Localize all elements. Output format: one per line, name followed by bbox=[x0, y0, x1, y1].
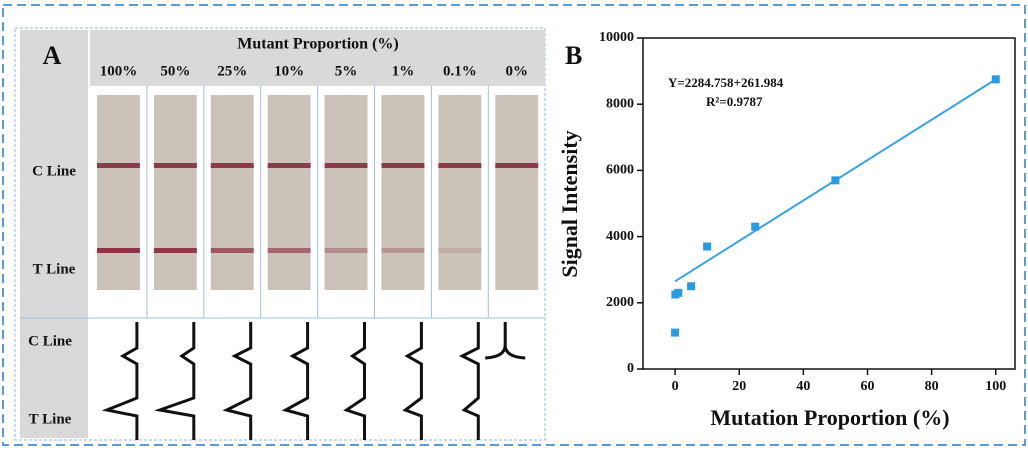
point bbox=[687, 282, 695, 290]
column-label: 0.1% bbox=[443, 63, 477, 79]
strip bbox=[97, 95, 140, 290]
y-tick-label: 6000 bbox=[606, 163, 634, 178]
peak-trace bbox=[286, 322, 308, 440]
x-tick-label: 0 bbox=[672, 379, 679, 394]
x-axis-label: Mutation Proportion (%) bbox=[710, 405, 949, 430]
column-label: 100% bbox=[100, 63, 138, 79]
x-tick-label: 20 bbox=[732, 379, 746, 394]
strip bbox=[495, 95, 538, 290]
y-tick-label: 2000 bbox=[606, 295, 634, 310]
peak-trace bbox=[347, 322, 365, 440]
row-label: T Line bbox=[33, 261, 76, 277]
column-label: 1% bbox=[392, 63, 415, 79]
y-axis-label: Signal Intensity bbox=[557, 130, 582, 277]
strip bbox=[268, 95, 311, 290]
column-label: 50% bbox=[160, 63, 190, 79]
column-label: 25% bbox=[217, 63, 247, 79]
t-band bbox=[438, 248, 481, 253]
figure: A Mutant Proportion (%) C Line T Line C … bbox=[0, 0, 1028, 450]
x-tick-label: 40 bbox=[796, 379, 810, 394]
row-header-bg bbox=[20, 30, 88, 438]
t-band bbox=[268, 248, 311, 253]
peak-trace bbox=[107, 322, 137, 440]
x-tick-label: 100 bbox=[985, 379, 1006, 394]
strip bbox=[382, 95, 425, 290]
c-band bbox=[211, 163, 254, 168]
page: A Mutant Proportion (%) C Line T Line C … bbox=[0, 0, 1028, 450]
y-tick-label: 8000 bbox=[606, 96, 634, 111]
peak-trace bbox=[227, 322, 251, 440]
peak-trace bbox=[462, 322, 478, 440]
t-band bbox=[154, 248, 197, 253]
equation: Y=2284.758+261.984 bbox=[668, 75, 784, 90]
point bbox=[703, 243, 711, 251]
strip bbox=[438, 95, 481, 290]
strip bbox=[154, 95, 197, 290]
column-label: 10% bbox=[274, 63, 304, 79]
point bbox=[831, 176, 839, 184]
strip bbox=[211, 95, 254, 290]
point bbox=[671, 329, 679, 337]
c-band bbox=[97, 163, 140, 168]
y-tick-label: 10000 bbox=[599, 30, 634, 45]
t-band bbox=[97, 248, 140, 253]
y-tick-label: 4000 bbox=[606, 229, 634, 244]
c-band bbox=[495, 163, 538, 168]
column-label: 0% bbox=[506, 63, 529, 79]
c-band bbox=[438, 163, 481, 168]
panel-label: B bbox=[565, 41, 582, 70]
r-squared: R²=0.9787 bbox=[706, 94, 763, 109]
x-tick-label: 80 bbox=[925, 379, 939, 394]
t-band bbox=[382, 248, 425, 253]
t-band bbox=[325, 248, 368, 253]
x-tick-label: 60 bbox=[860, 379, 874, 394]
strip bbox=[325, 95, 368, 290]
c-band bbox=[268, 163, 311, 168]
row-label: C Line bbox=[32, 163, 76, 179]
column-label: 5% bbox=[335, 63, 358, 79]
c-band bbox=[154, 163, 197, 168]
peak-trace bbox=[405, 322, 421, 440]
c-band bbox=[325, 163, 368, 168]
point bbox=[674, 289, 682, 297]
panel-label: A bbox=[43, 41, 62, 70]
c-band bbox=[382, 163, 425, 168]
point bbox=[751, 223, 759, 231]
header: Mutant Proportion (%) bbox=[237, 36, 398, 53]
peak-trace bbox=[485, 322, 525, 358]
t-band bbox=[211, 248, 254, 253]
row-label: C Line bbox=[28, 333, 72, 349]
y-tick-label: 0 bbox=[627, 361, 634, 376]
peak-trace bbox=[160, 322, 194, 440]
row-label: T Line bbox=[29, 411, 72, 427]
point bbox=[992, 75, 1000, 83]
